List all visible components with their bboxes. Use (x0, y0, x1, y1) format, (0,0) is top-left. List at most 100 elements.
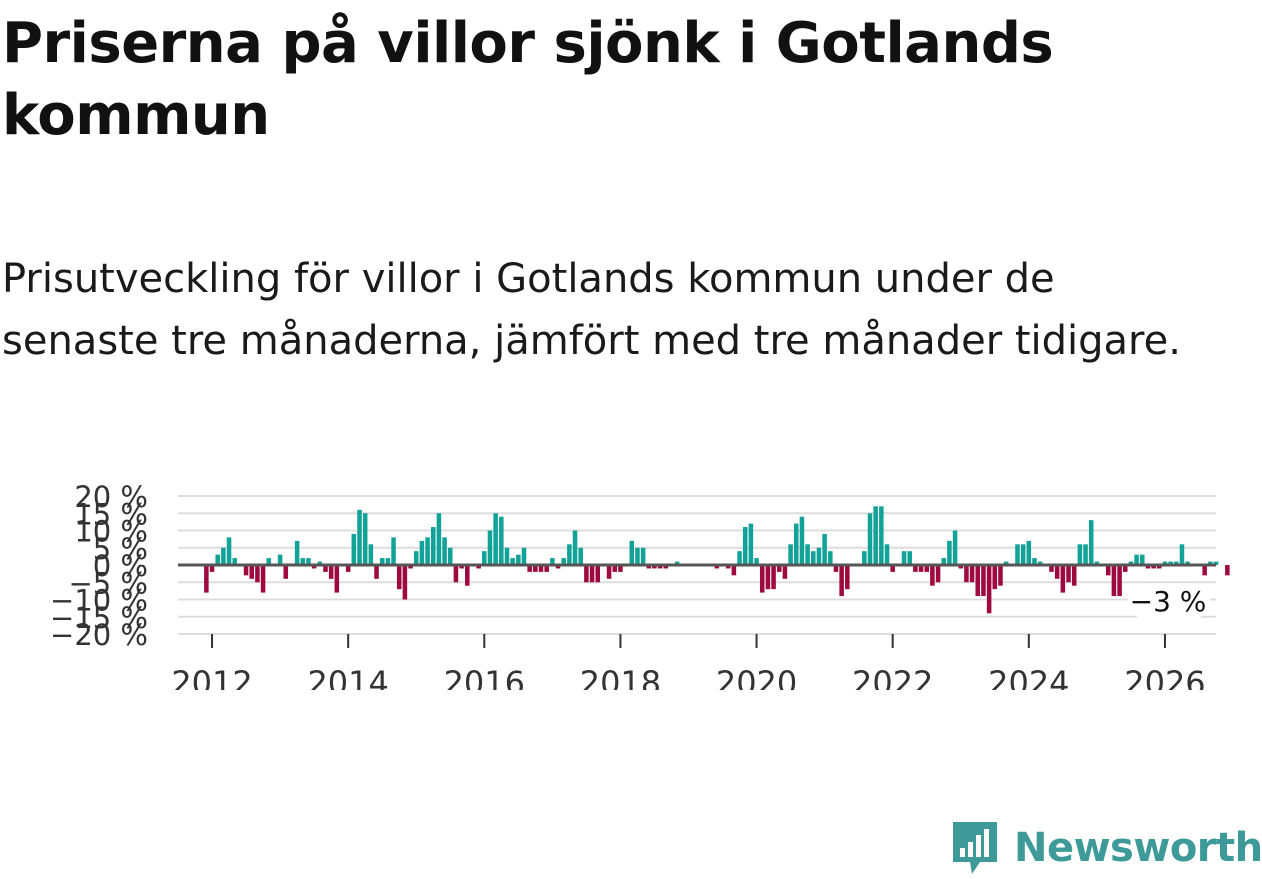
bar (1179, 544, 1185, 565)
bar (793, 523, 799, 565)
bar (493, 513, 498, 565)
bar (1066, 565, 1071, 583)
bar (255, 565, 260, 583)
bar (811, 551, 816, 565)
annotation-label: −3 % (1130, 585, 1207, 618)
bar (419, 540, 425, 565)
bar (567, 544, 572, 565)
bar (1026, 540, 1032, 565)
bar (572, 530, 578, 565)
bar (731, 565, 737, 576)
bar (385, 558, 391, 565)
bar (839, 565, 844, 597)
bar (306, 558, 311, 565)
bar (828, 551, 833, 565)
bar (499, 516, 504, 565)
bar (232, 558, 237, 565)
y-tick-label: −20 % (50, 618, 148, 652)
bar (334, 565, 340, 593)
y-tick-label: 5 % (93, 532, 148, 566)
bar (986, 565, 992, 614)
bar (538, 565, 544, 572)
bar (782, 565, 788, 579)
bar (379, 558, 385, 565)
bar (226, 537, 232, 565)
bar (657, 565, 663, 569)
bar (884, 544, 890, 565)
x-tick-label: 2014 (307, 664, 388, 690)
bar (578, 547, 583, 565)
bar (1168, 561, 1173, 565)
bar (368, 544, 374, 565)
newsworthy-logo-icon (953, 822, 997, 874)
y-tick-label: −15 % (50, 601, 148, 635)
bar (1134, 554, 1139, 565)
bar (765, 565, 771, 590)
bar (516, 554, 521, 565)
bar (215, 554, 220, 565)
bar (311, 565, 317, 569)
bar (300, 558, 306, 565)
bar (374, 565, 379, 579)
bar (913, 565, 918, 572)
bar (907, 551, 912, 565)
bar (1122, 565, 1128, 572)
bar (351, 533, 357, 565)
bar (776, 565, 782, 572)
bar (947, 540, 952, 565)
bar (1111, 565, 1117, 597)
bar (799, 516, 805, 565)
bar (1037, 561, 1043, 565)
x-tick-label: 2020 (716, 664, 797, 690)
bar (771, 565, 776, 590)
bar (890, 565, 895, 572)
chart-title: Priserna på villor sjönk i Gotlands komm… (2, 11, 1054, 148)
bar (822, 533, 827, 565)
y-tick-label: −5 % (68, 566, 148, 600)
bar (1020, 544, 1026, 565)
bar (277, 554, 283, 565)
bar (362, 513, 368, 565)
bar (952, 530, 958, 565)
bar (294, 540, 300, 565)
bar (1094, 561, 1100, 565)
bar (969, 565, 975, 583)
bar (430, 527, 436, 565)
bar (396, 565, 402, 590)
bar (465, 565, 470, 586)
bar (1157, 565, 1162, 569)
bar (584, 565, 589, 583)
bar (674, 561, 680, 565)
bar (901, 551, 907, 565)
bar (958, 565, 964, 569)
bar (992, 565, 998, 590)
bar (527, 565, 532, 572)
bar (1213, 561, 1219, 565)
bar (867, 513, 873, 565)
bar (323, 565, 328, 572)
bar (204, 565, 209, 593)
bar (1128, 561, 1134, 565)
bar (425, 537, 430, 565)
x-tick-label: 2022 (852, 664, 933, 690)
bar (266, 558, 272, 565)
brand-logo: Newsworthy (950, 818, 1262, 878)
bar (975, 565, 981, 597)
bar (1015, 544, 1020, 565)
x-tick-label: 2012 (171, 664, 252, 690)
bar (408, 565, 413, 569)
brand-name: Newsworthy (1014, 825, 1262, 871)
bar (635, 547, 640, 565)
bar (1088, 520, 1094, 565)
bar (759, 565, 765, 593)
bar (646, 565, 652, 569)
bar (935, 565, 941, 583)
bar (754, 558, 759, 565)
latest-value-annotation: −3 % (1128, 583, 1210, 620)
bar (629, 540, 635, 565)
bar (1151, 565, 1156, 569)
bar (510, 558, 515, 565)
bar (924, 565, 929, 572)
bar (521, 547, 527, 565)
bar (1145, 565, 1151, 569)
